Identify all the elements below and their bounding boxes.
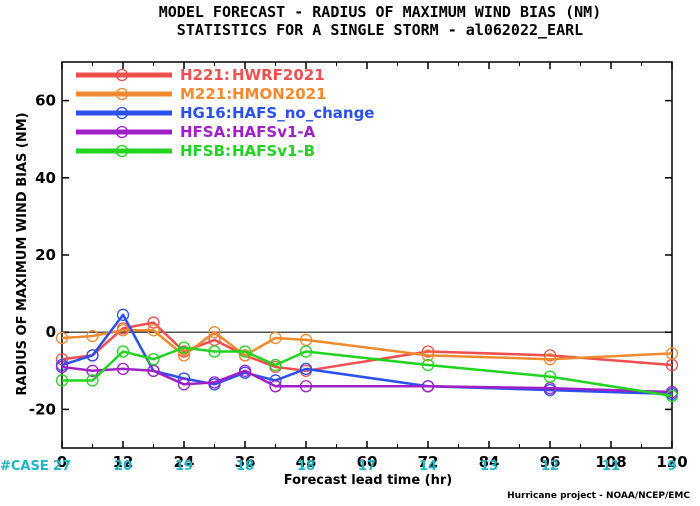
data-point (238, 349, 252, 362)
y-tick-label: 60 (35, 92, 56, 110)
series-line-4 (61, 365, 673, 394)
data-point (177, 349, 191, 362)
series-line-2 (61, 329, 673, 361)
legend-label: HAFSv1-A (232, 123, 316, 141)
legend-name: HFSB: (180, 142, 231, 160)
x-tick-label: 12 (113, 453, 134, 471)
legend-label: HWRF2021 (232, 66, 325, 84)
y-tick-label: 40 (35, 169, 56, 187)
data-point (147, 353, 160, 366)
data-point (269, 380, 282, 393)
legend-label: HAFSv1-B (232, 142, 315, 160)
x-tick-label: 0 (57, 453, 67, 471)
case-count: 20 (114, 459, 132, 474)
data-point (238, 345, 252, 358)
data-point (147, 324, 160, 337)
data-point (269, 358, 282, 372)
legend-marker (115, 68, 129, 82)
series-line-5 (62, 346, 673, 398)
data-point (299, 380, 313, 393)
data-point (208, 326, 221, 339)
data-point (421, 345, 435, 358)
case-count: 17 (358, 459, 376, 474)
data-point (177, 341, 191, 354)
data-point (421, 358, 435, 372)
data-point (86, 329, 99, 343)
data-point (543, 353, 557, 366)
data-point (269, 331, 282, 345)
legend-label: HAFS_no_change (232, 104, 374, 122)
case-count: 14 (419, 459, 437, 474)
case-count: 11 (602, 459, 620, 474)
y-tick-label: 0 (46, 323, 56, 341)
y-tick-label: -20 (29, 400, 56, 418)
case-label: #CASE (0, 459, 49, 474)
data-point (116, 324, 130, 337)
x-axis-label: Forecast lead time (hr) (284, 473, 452, 488)
case-count: 9 (667, 459, 676, 474)
data-point (208, 345, 221, 358)
x-tick-label: 72 (418, 453, 439, 471)
legend-name: M221: (180, 85, 232, 103)
data-point (665, 389, 679, 403)
x-tick-label: 108 (595, 453, 626, 471)
legend-name: HFSA: (180, 123, 232, 141)
case-count: 19 (175, 459, 193, 474)
x-tick-label: 48 (296, 453, 317, 471)
data-point (116, 345, 130, 358)
legend-name: HG16: (180, 104, 232, 122)
y-axis-label: RADIUS OF MAXIMUM WIND BIAS (NM) (15, 112, 30, 395)
credit-text: Hurricane project - NOAA/NCEP/EMC (507, 491, 690, 501)
data-point (208, 376, 221, 389)
data-point (86, 374, 99, 387)
case-count: 18 (297, 459, 315, 474)
data-point (116, 362, 130, 376)
legend-name: H221: (180, 66, 230, 84)
legend-marker (115, 144, 129, 158)
data-point (147, 316, 160, 329)
data-point (665, 385, 679, 399)
data-point (665, 347, 679, 360)
legend-marker (115, 125, 129, 139)
data-point (421, 349, 435, 362)
data-point (299, 362, 313, 376)
case-count: 12 (541, 459, 559, 474)
legend-marker (115, 106, 129, 120)
chart-subtitle: STATISTICS FOR A SINGLE STORM - al062022… (177, 21, 583, 39)
data-point (55, 331, 69, 345)
y-tick-label: 20 (35, 246, 56, 264)
x-tick-label: 120 (656, 453, 687, 471)
x-tick-label: 36 (235, 453, 256, 471)
data-point (55, 374, 69, 387)
case-count: 27 (53, 459, 71, 474)
data-point (421, 380, 435, 393)
x-tick-label: 96 (540, 453, 561, 471)
data-point (299, 345, 313, 358)
case-count: 18 (236, 459, 254, 474)
chart-title: MODEL FORECAST - RADIUS OF MAXIMUM WIND … (159, 3, 602, 21)
data-point (543, 370, 557, 383)
data-point (55, 360, 69, 374)
data-point (238, 364, 252, 377)
x-tick-label: 84 (479, 453, 500, 471)
x-tick-label: 24 (174, 453, 195, 471)
data-point (86, 349, 99, 362)
legend-label: HMON2021 (232, 85, 327, 103)
data-point (86, 364, 99, 377)
legend-marker (115, 87, 129, 101)
data-point (116, 308, 130, 321)
data-point (177, 378, 191, 391)
case-count: 13 (480, 459, 498, 474)
data-point (543, 349, 557, 362)
x-tick-label: 60 (357, 453, 378, 471)
